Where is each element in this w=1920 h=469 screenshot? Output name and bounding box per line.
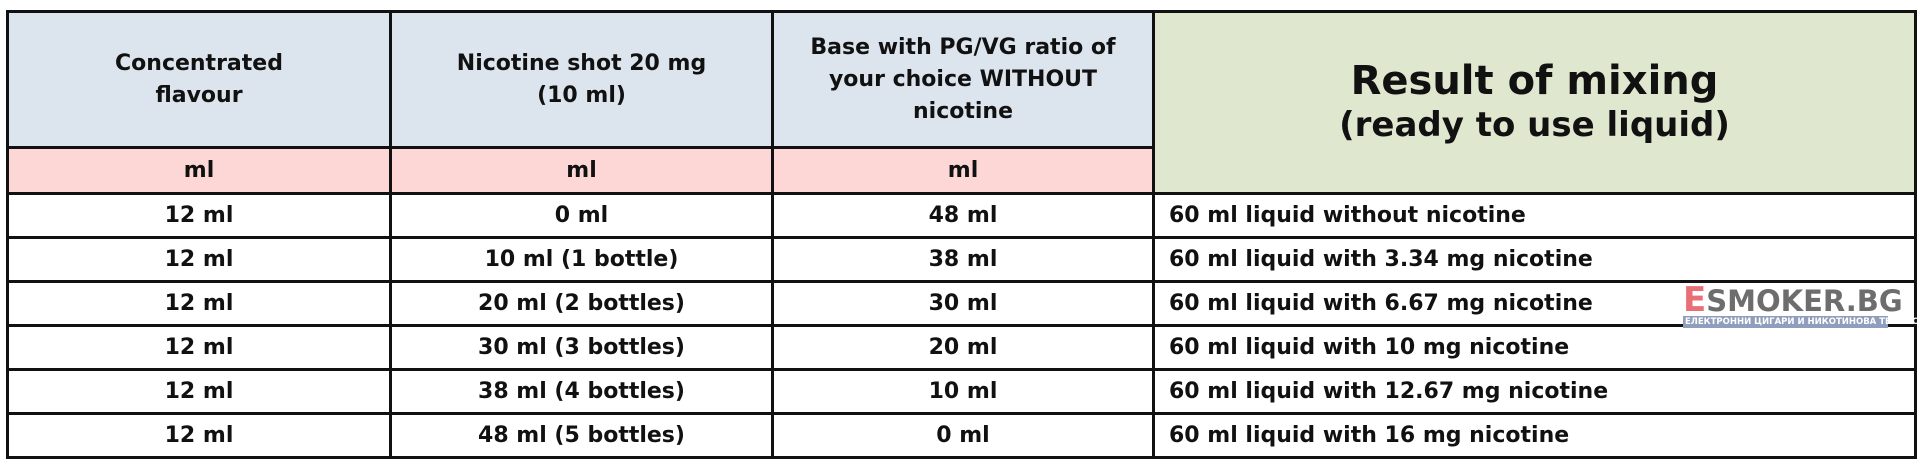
table-row: 12 ml 10 ml (1 bottle) 38 ml 60 ml liquid w… — [6, 236, 1917, 283]
cell-shot: 0 ml — [389, 192, 774, 239]
table-row: 12 ml 30 ml (3 bottles) 20 ml 60 ml liquid … — [6, 324, 1917, 371]
logo-text: SMOKER.BG — [1706, 284, 1903, 318]
cell-base: 0 ml — [771, 412, 1155, 459]
cell-shot: 48 ml (5 bottles) — [389, 412, 774, 459]
table-row: 12 ml 48 ml (5 bottles) 0 ml 60 ml liquid w… — [6, 412, 1917, 459]
unit-flavour: ml — [6, 146, 392, 195]
cell-result: 60 ml liquid with 3.34 mg nicotine — [1152, 236, 1917, 283]
header-nicotine-shot: Nicotine shot 20 mg (10 ml) — [389, 10, 774, 149]
header-flavour: Concentrated flavour — [6, 10, 392, 149]
cell-result: 60 ml liquid with 10 mg nicotine — [1152, 324, 1917, 371]
logo-tagline: ЕЛЕКТРОННИ ЦИГАРИ И НИКОТИНОВА ТЕЧНОСТ — [1683, 316, 1920, 328]
cell-result: 60 ml liquid with 16 mg nicotine — [1152, 412, 1917, 459]
cell-shot: 30 ml (3 bottles) — [389, 324, 774, 371]
cell-base: 38 ml — [771, 236, 1155, 283]
cell-result: 60 ml liquid without nicotine — [1152, 192, 1917, 239]
unit-shot: ml — [389, 146, 774, 195]
cell-shot: 38 ml (4 bottles) — [389, 368, 774, 415]
cell-flavour: 12 ml — [6, 192, 392, 239]
table-row: 12 ml 20 ml (2 bottles) 30 ml 60 ml liquid … — [6, 280, 1917, 327]
table-row: 12 ml 38 ml (4 bottles) 10 ml 60 ml liquid … — [6, 368, 1917, 415]
cell-flavour: 12 ml — [6, 280, 392, 327]
cell-result: 60 ml liquid with 12.67 mg nicotine — [1152, 368, 1917, 415]
cell-flavour: 12 ml — [6, 368, 392, 415]
cell-shot: 20 ml (2 bottles) — [389, 280, 774, 327]
result-title: Result of mixing — [1350, 57, 1719, 104]
cell-base: 48 ml — [771, 192, 1155, 239]
header-result: Result of mixing (ready to use liquid) — [1152, 10, 1917, 195]
cell-base: 30 ml — [771, 280, 1155, 327]
cell-flavour: 12 ml — [6, 236, 392, 283]
header-base: Base with PG/VG ratio of your choice WIT… — [771, 10, 1155, 149]
logo-e: E — [1683, 280, 1707, 320]
cell-base: 10 ml — [771, 368, 1155, 415]
cell-base: 20 ml — [771, 324, 1155, 371]
cell-flavour: 12 ml — [6, 324, 392, 371]
table-row: 12 ml 0 ml 48 ml 60 ml liquid without nicot… — [6, 192, 1917, 239]
cell-shot: 10 ml (1 bottle) — [389, 236, 774, 283]
cell-flavour: 12 ml — [6, 412, 392, 459]
mixing-table: Concentrated flavour Nicotine shot 20 mg… — [6, 10, 1917, 459]
result-subtitle: (ready to use liquid) — [1339, 104, 1730, 145]
unit-base: ml — [771, 146, 1155, 195]
esmoker-logo: ESMOKER.BG ЕЛЕКТРОННИ ЦИГАРИ И НИКОТИНОВ… — [1683, 283, 1920, 328]
